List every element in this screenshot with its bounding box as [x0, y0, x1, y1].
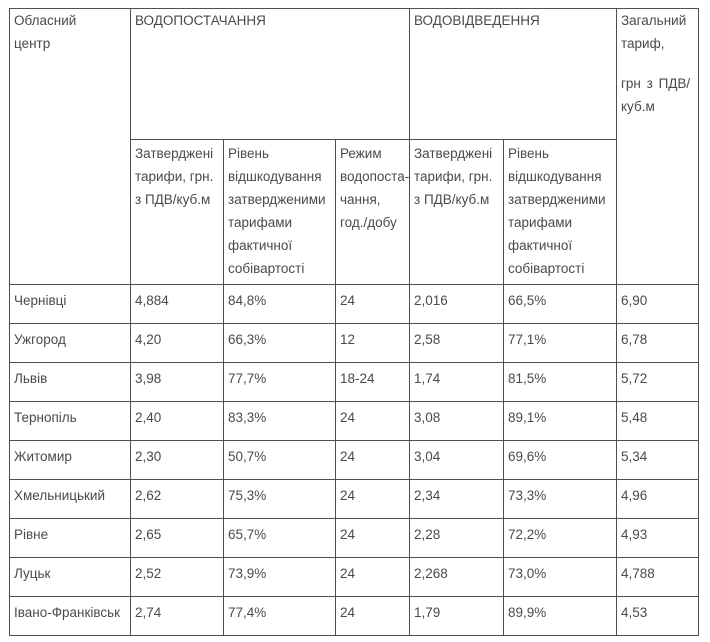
- subheader-drainage-reimbursement: Рівень відшкодування затвердженими тариф…: [503, 139, 617, 285]
- cell-total-tariff: 6,78: [616, 323, 699, 363]
- cell-drainage-tariff: 3,08: [409, 401, 504, 441]
- subheader-supply-mode: Режим водопоста- чання, год./добу: [335, 139, 410, 285]
- header-row-sub: Затверджені тарифи, грн. з ПДВ/куб.м Рів…: [10, 139, 699, 285]
- cell-drainage-tariff: 3,04: [409, 440, 504, 480]
- cell-drainage-reimbursement: 66,5%: [503, 284, 617, 324]
- cell-drainage-reimbursement: 81,5%: [503, 362, 617, 402]
- subheader-drainage-approved-tariffs: Затверджені тарифи, грн. з ПДВ/куб.м: [409, 139, 504, 285]
- cell-drainage-tariff: 2,016: [409, 284, 504, 324]
- header-region-center: Обласний центр: [9, 8, 131, 285]
- cell-drainage-tariff: 2,34: [409, 479, 504, 519]
- cell-mode: 24: [335, 518, 410, 558]
- cell-total-tariff: 4,788: [616, 557, 699, 597]
- cell-drainage-tariff: 2,28: [409, 518, 504, 558]
- table-row-uzhhorod: Ужгород 4,20 66,3% 12 2,58 77,1% 6,78: [9, 323, 699, 363]
- table-row-lviv: Львів 3,98 77,7% 18-24 1,74 81,5% 5,72: [9, 362, 699, 402]
- cell-supply-tariff: 2,52: [130, 557, 224, 597]
- cell-supply-reimbursement: 66,3%: [223, 323, 336, 363]
- cell-supply-tariff: 3,98: [130, 362, 224, 402]
- cell-drainage-tariff: 2,268: [409, 557, 504, 597]
- cell-city: Ужгород: [9, 323, 131, 363]
- total-tariff-label-top: Загальний тариф,: [621, 13, 687, 51]
- cell-drainage-tariff: 1,79: [409, 596, 504, 636]
- cell-city: Хмельницький: [9, 479, 131, 519]
- header-water-supply: ВОДОПОСТАЧАННЯ: [130, 8, 410, 140]
- cell-drainage-tariff: 1,74: [409, 362, 504, 402]
- cell-supply-tariff: 4,20: [130, 323, 224, 363]
- cell-drainage-tariff: 2,58: [409, 323, 504, 363]
- cell-drainage-reimbursement: 72,2%: [503, 518, 617, 558]
- cell-mode: 24: [335, 440, 410, 480]
- cell-total-tariff: 4,93: [616, 518, 699, 558]
- cell-supply-tariff: 2,74: [130, 596, 224, 636]
- cell-drainage-reimbursement: 73,3%: [503, 479, 617, 519]
- cell-supply-reimbursement: 75,3%: [223, 479, 336, 519]
- cell-city: Тернопіль: [9, 401, 131, 441]
- cell-drainage-reimbursement: 77,1%: [503, 323, 617, 363]
- cell-city: Луцьк: [9, 557, 131, 597]
- total-tariff-label-unit: грн з ПДВ/ куб.м: [621, 76, 691, 114]
- cell-drainage-reimbursement: 69,6%: [503, 440, 617, 480]
- header-row-top: Обласний центр ВОДОПОСТАЧАННЯ ВОДОВІДВЕД…: [9, 8, 699, 285]
- table-row-ternopil: Тернопіль 2,40 83,3% 24 3,08 89,1% 5,48: [9, 401, 699, 441]
- table-row-chernivtsi: Чернівці 4,884 84,8% 24 2,016 66,5% 6,90: [9, 284, 699, 324]
- cell-city: Івано-Франківськ: [9, 596, 131, 636]
- cell-mode: 24: [335, 557, 410, 597]
- cell-total-tariff: 4,96: [616, 479, 699, 519]
- table-row-zhytomyr: Житомир 2,30 50,7% 24 3,04 69,6% 5,34: [9, 440, 699, 480]
- cell-mode: 18-24: [335, 362, 410, 402]
- cell-total-tariff: 5,34: [616, 440, 699, 480]
- cell-drainage-reimbursement: 73,0%: [503, 557, 617, 597]
- cell-supply-reimbursement: 73,9%: [223, 557, 336, 597]
- cell-total-tariff: 5,72: [616, 362, 699, 402]
- cell-city: Рівне: [9, 518, 131, 558]
- tariffs-table: Обласний центр ВОДОПОСТАЧАННЯ ВОДОВІДВЕД…: [9, 8, 699, 636]
- cell-mode: 12: [335, 323, 410, 363]
- subheader-supply-approved-tariffs: Затверджені тарифи, грн. з ПДВ/куб.м: [130, 139, 224, 285]
- cell-total-tariff: 6,90: [616, 284, 699, 324]
- cell-supply-tariff: 2,62: [130, 479, 224, 519]
- cell-mode: 24: [335, 284, 410, 324]
- cell-supply-tariff: 2,30: [130, 440, 224, 480]
- cell-total-tariff: 5,48: [616, 401, 699, 441]
- table-row-rivne: Рівне 2,65 65,7% 24 2,28 72,2% 4,93: [9, 518, 699, 558]
- cell-total-tariff: 4,53: [616, 596, 699, 636]
- cell-mode: 24: [335, 479, 410, 519]
- cell-drainage-reimbursement: 89,9%: [503, 596, 617, 636]
- cell-city: Чернівці: [9, 284, 131, 324]
- cell-mode: 24: [335, 401, 410, 441]
- subheader-supply-reimbursement: Рівень відшкодування затвердженими тариф…: [223, 139, 336, 285]
- cell-drainage-reimbursement: 89,1%: [503, 401, 617, 441]
- cell-supply-tariff: 2,65: [130, 518, 224, 558]
- cell-supply-reimbursement: 84,8%: [223, 284, 336, 324]
- cell-mode: 24: [335, 596, 410, 636]
- table-row-khmelnytskyi: Хмельницький 2,62 75,3% 24 2,34 73,3% 4,…: [9, 479, 699, 519]
- cell-supply-reimbursement: 65,7%: [223, 518, 336, 558]
- cell-city: Львів: [9, 362, 131, 402]
- header-water-drainage: ВОДОВІДВЕДЕННЯ: [409, 8, 617, 140]
- cell-supply-reimbursement: 77,4%: [223, 596, 336, 636]
- cell-supply-tariff: 2,40: [130, 401, 224, 441]
- cell-supply-reimbursement: 50,7%: [223, 440, 336, 480]
- cell-supply-reimbursement: 83,3%: [223, 401, 336, 441]
- cell-supply-tariff: 4,884: [130, 284, 224, 324]
- header-total-tariff: Загальний тариф, грн з ПДВ/ куб.м: [616, 8, 699, 285]
- cell-supply-reimbursement: 77,7%: [223, 362, 336, 402]
- cell-city: Житомир: [9, 440, 131, 480]
- table-row-lutsk: Луцьк 2,52 73,9% 24 2,268 73,0% 4,788: [9, 557, 699, 597]
- table-row-ivano-frankivsk: Івано-Франківськ 2,74 77,4% 24 1,79 89,9…: [9, 596, 699, 636]
